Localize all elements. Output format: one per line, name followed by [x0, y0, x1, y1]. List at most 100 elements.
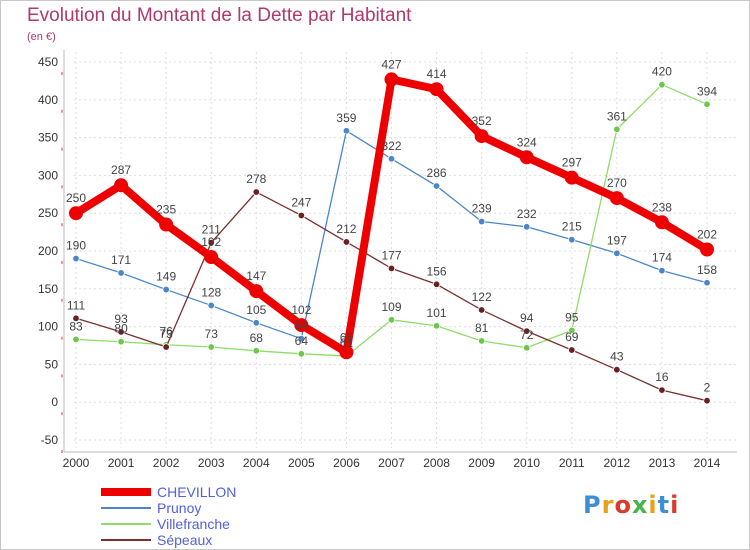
data-label-chevillon: 324	[517, 135, 537, 149]
logo-letter: t	[657, 491, 671, 519]
x-tick-label: 2004	[243, 456, 270, 470]
data-label-sépeaux: 2	[704, 381, 711, 395]
data-point-sépeaux	[297, 211, 306, 220]
data-label-chevillon: 238	[652, 200, 672, 214]
data-label-villefranche: 394	[697, 84, 717, 98]
proxiti-logo: Proxiti	[583, 491, 679, 519]
x-tick-label: 2011	[559, 456, 585, 470]
data-label-villefranche: 68	[250, 331, 264, 345]
data-point-villefranche	[387, 316, 396, 324]
data-point-chevillon	[114, 178, 129, 193]
data-point-villefranche	[252, 347, 260, 355]
x-tick-label: 2013	[649, 456, 676, 470]
data-point-villefranche	[297, 350, 306, 358]
y-tick-labels: -50 0 50 100 150 200 250 300 350 400 450	[38, 55, 58, 447]
legend-label: Sépeaux	[157, 532, 213, 548]
data-point-chevillon	[384, 72, 399, 87]
data-labels: 190 171 149 128 105 84 359 322 286 239 232 215 197 17…	[66, 57, 717, 394]
data-label-chevillon: 287	[111, 163, 131, 177]
data-label-prunoy: 190	[66, 239, 86, 253]
data-point-sépeaux	[162, 343, 170, 351]
x-tick-label: 2014	[694, 456, 721, 470]
data-label-chevillon: 352	[472, 114, 492, 128]
data-label-sépeaux: 211	[202, 223, 221, 237]
data-point-prunoy	[342, 127, 351, 135]
data-point-sépeaux	[117, 328, 125, 336]
data-label-villefranche: 420	[652, 65, 672, 79]
data-point-villefranche	[117, 338, 125, 346]
y-tick-label: 50	[45, 357, 59, 371]
data-label-villefranche: 109	[381, 300, 401, 314]
legend-swatch	[101, 523, 151, 525]
data-point-prunoy	[72, 254, 80, 263]
data-point-villefranche	[658, 80, 666, 89]
data-label-villefranche: 81	[475, 321, 489, 335]
series-lines	[69, 72, 714, 405]
data-point-chevillon	[609, 191, 624, 206]
data-label-chevillon: 66	[340, 330, 354, 344]
data-point-chevillon	[69, 206, 83, 221]
data-point-prunoy	[432, 182, 441, 190]
data-point-chevillon	[159, 217, 174, 232]
logo-letter: x	[631, 491, 649, 519]
data-label-sépeaux: 122	[472, 290, 492, 304]
data-label-chevillon: 102	[291, 303, 311, 317]
data-point-prunoy	[387, 155, 396, 163]
x-tick-label: 2001	[108, 456, 135, 470]
data-label-prunoy: 149	[156, 270, 176, 284]
data-label-prunoy: 359	[336, 111, 356, 125]
data-point-chevillon	[474, 129, 489, 144]
x-tick-label: 2008	[423, 456, 450, 470]
data-point-prunoy	[523, 223, 531, 231]
data-label-chevillon: 427	[381, 57, 401, 71]
logo-letter: i	[648, 491, 658, 519]
data-point-chevillon	[700, 242, 714, 257]
data-label-prunoy: 286	[427, 166, 447, 180]
data-point-prunoy	[297, 334, 306, 343]
x-tick-labels: 2000 2001 2002 2003 2004 2005 2006 2007 2008 2009…	[63, 456, 721, 470]
y-tick-label: 150	[38, 282, 58, 296]
y-tick-label: 450	[38, 55, 58, 69]
y-tick-label: 100	[38, 320, 58, 334]
data-label-chevillon: 414	[427, 67, 447, 81]
data-point-chevillon	[654, 215, 669, 230]
data-label-sépeaux: 177	[381, 248, 401, 262]
data-label-villefranche: 76	[159, 325, 173, 339]
data-label-sépeaux: 156	[427, 264, 447, 278]
data-label-villefranche: 361	[607, 109, 627, 123]
data-point-chevillon	[204, 250, 219, 265]
x-tick-label: 2006	[333, 456, 360, 470]
y-tick-label: 350	[38, 131, 58, 145]
y-tick-label: 200	[38, 244, 58, 258]
data-label-prunoy: 105	[246, 303, 266, 317]
x-tick-label: 2009	[468, 456, 495, 470]
data-label-sépeaux: 212	[336, 222, 356, 236]
data-label-villefranche: 64	[295, 334, 309, 348]
data-label-sépeaux: 94	[520, 311, 534, 325]
x-tick-label: 2012	[604, 456, 631, 470]
data-label-villefranche: 83	[69, 319, 83, 333]
data-label-villefranche: 95	[565, 310, 579, 324]
data-point-prunoy	[568, 235, 576, 244]
legend-label: Villefranche	[157, 516, 230, 532]
data-point-villefranche	[72, 335, 80, 344]
legend-label: CHEVILLON	[157, 484, 237, 500]
data-label-chevillon: 147	[246, 269, 266, 283]
y-tick-label: 250	[38, 206, 58, 220]
data-label-villefranche: 80	[114, 322, 128, 336]
data-point-sépeaux	[568, 346, 576, 354]
legend-swatch	[101, 507, 151, 509]
data-point-sépeaux	[207, 238, 215, 247]
legend-swatch	[101, 488, 151, 496]
data-label-prunoy: 322	[381, 139, 401, 153]
data-point-sépeaux	[658, 386, 666, 394]
data-label-chevillon: 250	[66, 191, 86, 205]
logo-letter: r	[601, 491, 615, 519]
data-label-prunoy: 158	[697, 263, 717, 277]
data-point-villefranche	[477, 337, 486, 345]
data-point-sépeaux	[432, 280, 441, 288]
axes	[61, 50, 737, 453]
data-point-sépeaux	[252, 188, 260, 196]
data-point-chevillon	[564, 170, 579, 185]
